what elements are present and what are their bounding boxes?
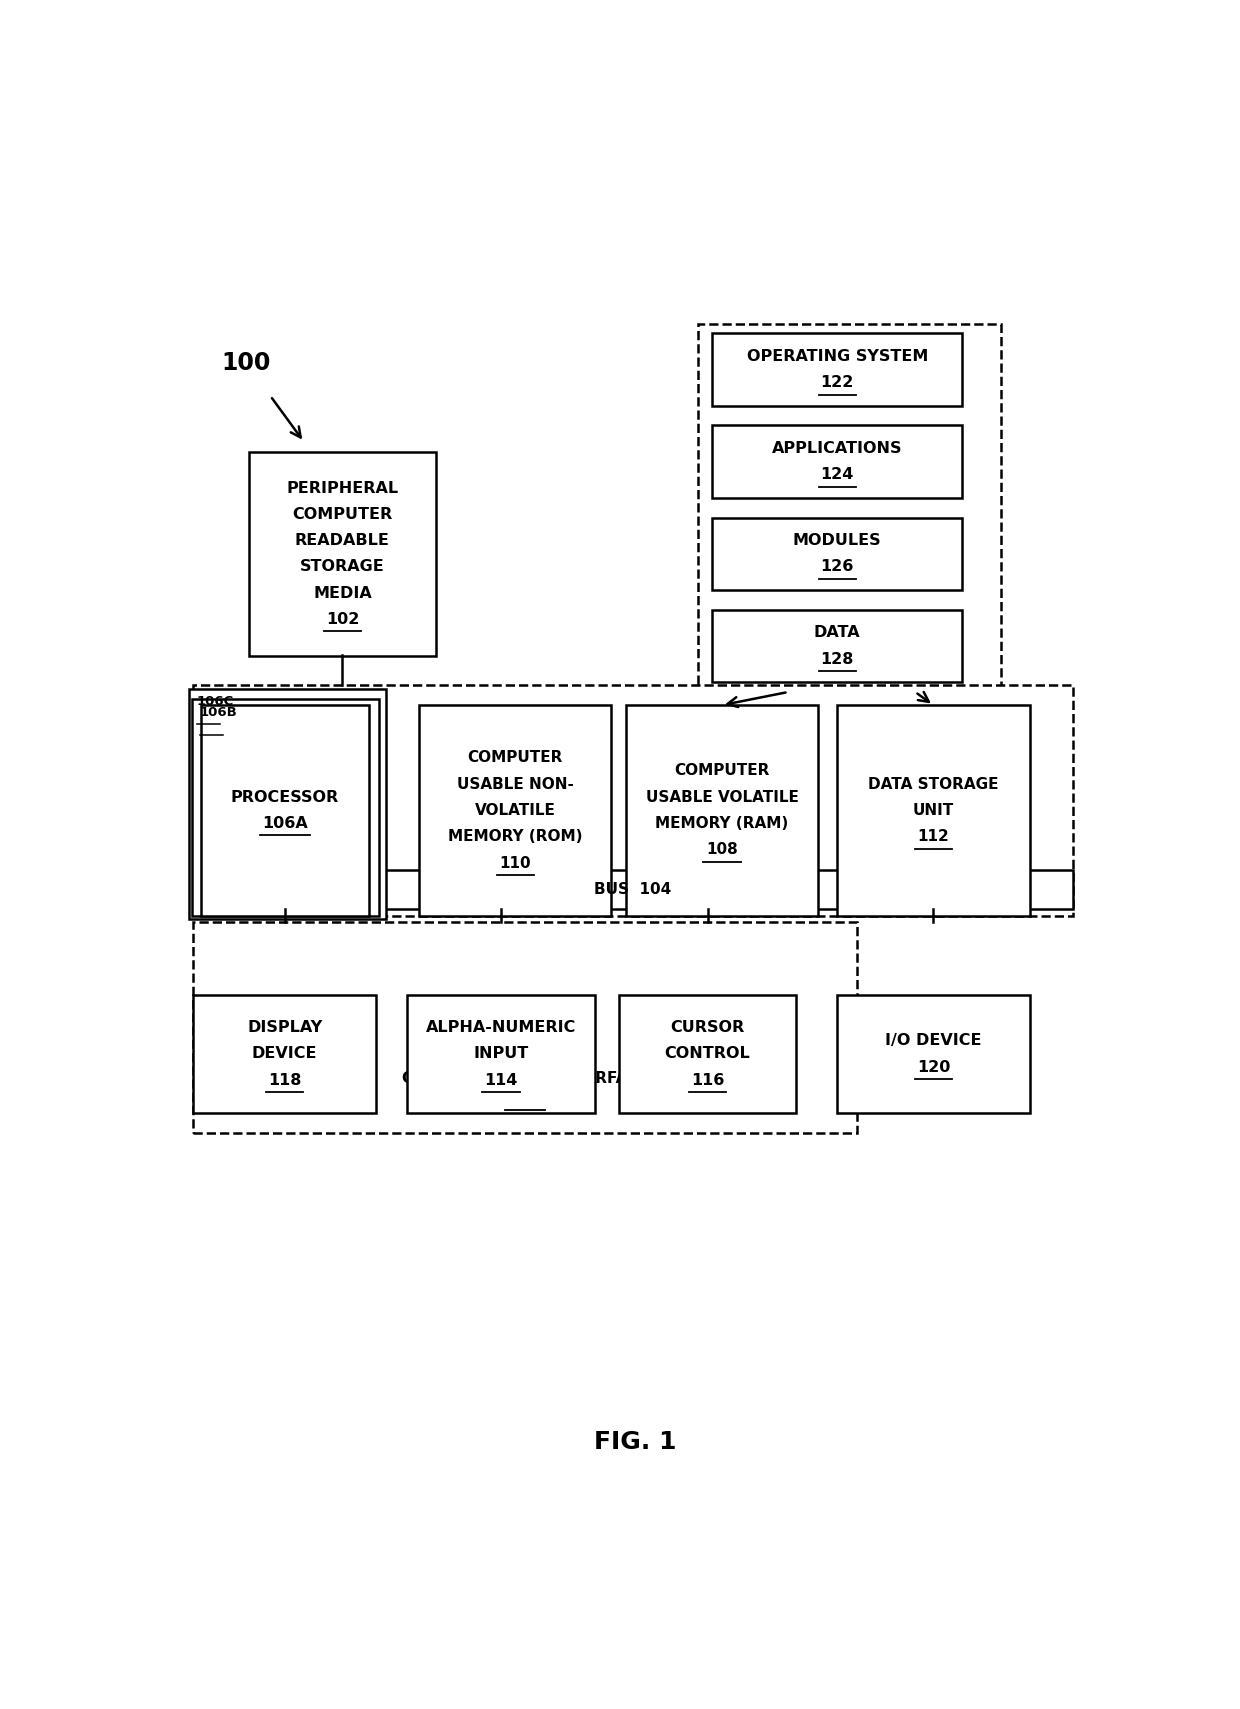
Text: 110: 110 (500, 856, 531, 870)
Text: COMPUTER: COMPUTER (675, 764, 770, 778)
Bar (837, 706, 1029, 916)
Text: 100: 100 (222, 350, 272, 374)
Text: 130: 130 (510, 1090, 541, 1106)
Text: VOLATILE: VOLATILE (475, 803, 556, 819)
Text: MEDIA: MEDIA (312, 586, 372, 602)
Bar (837, 995, 1029, 1113)
Bar (419, 706, 611, 916)
Text: BUS  104: BUS 104 (594, 882, 672, 897)
Text: 126: 126 (821, 559, 854, 574)
Text: MEMORY (RAM): MEMORY (RAM) (656, 817, 789, 831)
Bar (712, 333, 962, 405)
Text: USABLE NON-: USABLE NON- (456, 776, 574, 791)
Text: DISPLAY: DISPLAY (247, 1020, 322, 1036)
Text: 114: 114 (485, 1073, 517, 1087)
Text: 112: 112 (918, 829, 950, 844)
Bar (249, 451, 436, 656)
Bar (712, 610, 962, 682)
Text: READABLE: READABLE (295, 533, 389, 549)
Text: 118: 118 (268, 1073, 301, 1087)
Text: UNIT: UNIT (913, 803, 954, 819)
Text: CONTROL: CONTROL (665, 1046, 750, 1061)
Text: DATA: DATA (813, 625, 861, 641)
Bar (193, 870, 1073, 909)
Text: APPLICATIONS: APPLICATIONS (773, 441, 903, 456)
Bar (626, 706, 818, 916)
Text: I/O DEVICE: I/O DEVICE (885, 1034, 982, 1048)
Text: COMPUTER: COMPUTER (467, 750, 563, 766)
Text: 106B: 106B (200, 706, 237, 719)
Text: STORAGE: STORAGE (300, 559, 384, 574)
Text: 120: 120 (916, 1060, 950, 1075)
Text: 102: 102 (326, 612, 360, 627)
Text: PERIPHERAL: PERIPHERAL (286, 480, 398, 496)
Text: 128: 128 (821, 651, 854, 667)
Text: 106A: 106A (262, 817, 308, 831)
Text: COMPUTER: COMPUTER (293, 508, 393, 521)
Text: OPERATING SYSTEM: OPERATING SYSTEM (746, 349, 928, 364)
Text: 122: 122 (821, 376, 854, 390)
Bar (698, 323, 1001, 692)
Bar (619, 995, 796, 1113)
Bar (193, 995, 376, 1113)
Bar (192, 699, 379, 916)
Bar (712, 426, 962, 497)
Text: PROCESSOR: PROCESSOR (231, 790, 339, 805)
Bar (193, 685, 1073, 916)
Bar (193, 923, 857, 1133)
Text: CURSOR: CURSOR (671, 1020, 745, 1036)
Text: 106C: 106C (197, 696, 234, 708)
Text: INPUT: INPUT (474, 1046, 528, 1061)
Text: 116: 116 (691, 1073, 724, 1087)
Bar (201, 706, 368, 916)
Text: MODULES: MODULES (794, 533, 882, 549)
Text: USABLE VOLATILE: USABLE VOLATILE (646, 790, 799, 805)
Text: DEVICE: DEVICE (252, 1046, 317, 1061)
Bar (407, 995, 595, 1113)
Bar (712, 518, 962, 590)
Text: ALPHA-NUMERIC: ALPHA-NUMERIC (425, 1020, 577, 1036)
Text: 124: 124 (821, 467, 854, 482)
Bar (190, 689, 386, 919)
Text: MEMORY (ROM): MEMORY (ROM) (448, 829, 583, 844)
Text: 108: 108 (706, 843, 738, 858)
Text: DATA STORAGE: DATA STORAGE (868, 776, 998, 791)
Text: FIG. 1: FIG. 1 (594, 1430, 677, 1454)
Text: GRAPHICAL USER INTERFACE: GRAPHICAL USER INTERFACE (402, 1072, 649, 1087)
